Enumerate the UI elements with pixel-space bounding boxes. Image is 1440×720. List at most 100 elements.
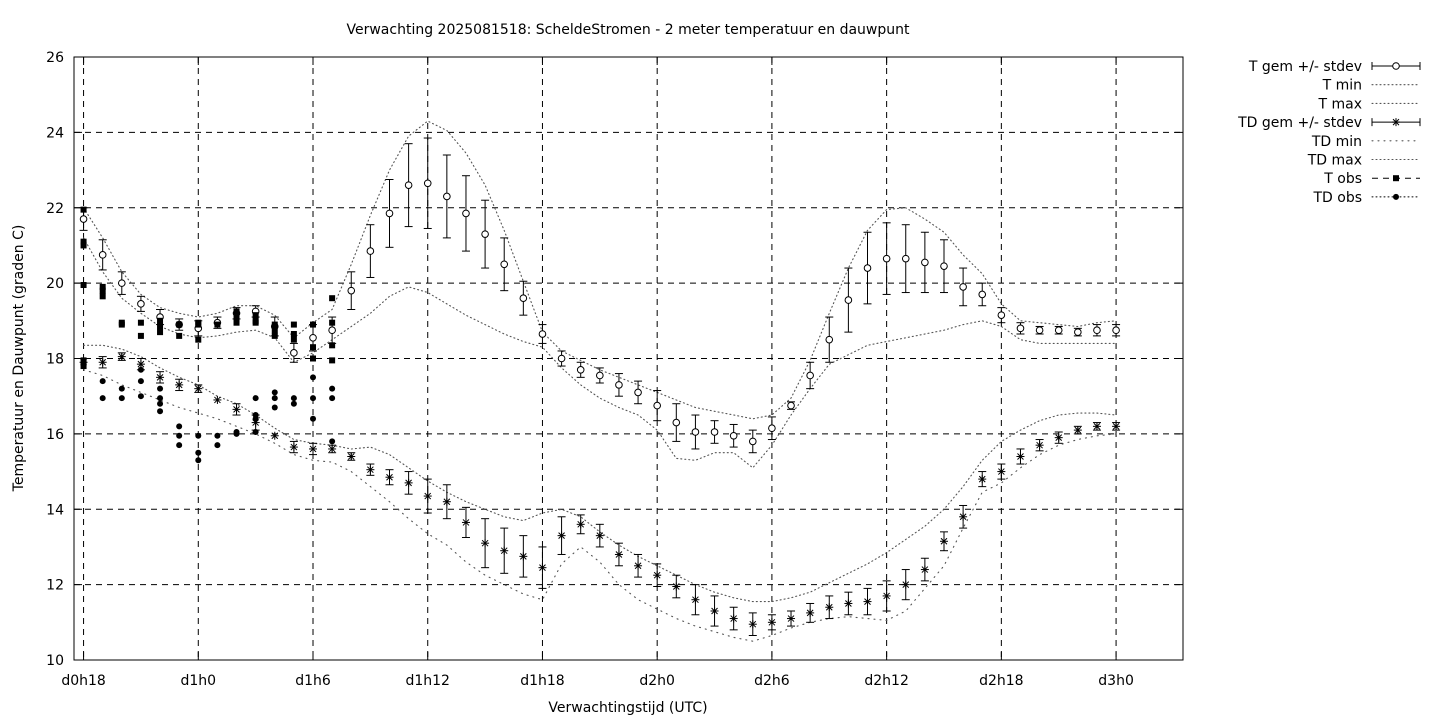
td-gem-point: [404, 478, 413, 487]
td-gem-point: [634, 561, 643, 570]
t-obs-point: [233, 314, 240, 321]
t-min-line: [83, 237, 1117, 469]
td-obs-point: [310, 415, 317, 422]
td-obs-point: [329, 438, 336, 445]
t-gem-point: [748, 437, 757, 446]
td-obs-point: [176, 423, 183, 430]
td-gem-point-stroke: [233, 406, 240, 413]
td-gem-point: [997, 467, 1006, 476]
t-gem-point: [347, 286, 356, 295]
t-obs-point: [118, 321, 125, 328]
legend-marker: [1393, 193, 1399, 200]
td-gem-point-stroke: [978, 475, 986, 483]
y-tick-label: 12: [46, 578, 64, 594]
td-gem-point-stroke: [634, 562, 642, 570]
t-gem-point: [634, 388, 642, 397]
t-obs-point: [310, 344, 317, 351]
x-tick-label: d2h0: [639, 673, 675, 689]
td-gem-point-stroke: [214, 396, 221, 404]
y-tick-label: 20: [46, 276, 64, 292]
td-gem-point: [653, 571, 662, 580]
td-gem-point-stroke: [290, 443, 298, 451]
x-tick-label: d1h6: [295, 673, 331, 689]
t-gem-point: [98, 251, 107, 259]
td-gem-point-stroke: [481, 539, 489, 547]
td-gem-point: [117, 352, 126, 361]
x-tick-label: d3h0: [1098, 673, 1134, 689]
td-obs-point: [157, 395, 164, 402]
legend-label: T obs: [1323, 171, 1362, 187]
t-obs-point: [233, 308, 240, 315]
td-gem-point: [557, 531, 566, 540]
t-gem-point: [691, 428, 700, 436]
td-gem-point-stroke: [596, 532, 604, 539]
t-obs-point: [290, 331, 297, 338]
td-gem-point-stroke: [367, 466, 374, 474]
td-obs-point: [252, 395, 259, 402]
td-gem-point: [347, 452, 356, 461]
t-gem-point: [844, 296, 853, 304]
t-gem-point: [79, 215, 88, 223]
td-obs-point: [329, 385, 336, 392]
td-gem-point-stroke: [194, 385, 202, 393]
t-gem-point: [328, 326, 336, 335]
td-obs-point: [271, 404, 278, 411]
t-gem-point: [404, 181, 413, 189]
td-gem-point: [442, 497, 451, 506]
td-gem-point-stroke: [940, 537, 948, 545]
td-gem-point-stroke: [1036, 441, 1043, 449]
x-tick-label: d2h6: [754, 673, 790, 689]
x-tick-label: d0h18: [61, 673, 105, 689]
t-gem-point: [1016, 324, 1025, 333]
td-gem-point-stroke: [845, 600, 852, 607]
t-obs-point: [329, 319, 336, 326]
x-tick-label: d2h18: [979, 673, 1023, 689]
td-obs-point: [99, 395, 106, 402]
legend: T gem +/- stdev T min T max TD gem +/- stde…: [1237, 59, 1421, 206]
td-gem-point: [1112, 422, 1121, 431]
t-gem-point: [863, 264, 872, 272]
t-obs-point: [214, 321, 221, 328]
td-obs-point: [252, 415, 259, 422]
td-obs-point: [137, 366, 144, 373]
td-obs-point: [137, 378, 144, 385]
td-gem-point: [328, 444, 337, 453]
t-gem-point: [576, 366, 585, 374]
td-obs-point: [329, 395, 336, 402]
t-obs-point: [99, 293, 106, 300]
t-obs-point: [157, 329, 164, 336]
y-tick-label: 18: [46, 352, 64, 368]
t-obs-point: [329, 295, 336, 302]
td-gem-point: [787, 614, 796, 623]
legend-label: T gem +/- stdev: [1248, 59, 1362, 75]
td-gem-point: [672, 582, 681, 591]
legend-label: TD obs: [1312, 190, 1362, 206]
y-tick-label: 22: [46, 201, 64, 217]
td-gem-point: [576, 520, 585, 529]
td-obs-point: [271, 395, 278, 402]
x-axis-label: Verwachtingstijd (UTC): [548, 700, 707, 716]
t-gem-point: [901, 254, 910, 263]
legend-label: TD max: [1307, 153, 1362, 169]
td-gem-point-stroke: [577, 520, 585, 528]
t-obs-point: [329, 342, 336, 349]
td-gem-point-stroke: [1093, 422, 1101, 430]
t-obs-point: [252, 312, 259, 319]
td-gem-point: [98, 358, 107, 367]
td-gem-point-stroke: [902, 581, 910, 588]
grid-lines: [74, 57, 1183, 660]
td-gem-point: [500, 546, 509, 555]
td-gem-point-stroke: [692, 596, 699, 604]
y-axis-label: Temperatuur en Dauwpunt (graden C): [11, 225, 27, 493]
t-obs-point: [233, 319, 240, 326]
t-obs-point: [310, 321, 317, 328]
td-gem-point-stroke: [825, 603, 833, 611]
td-gem-point-stroke: [1055, 434, 1063, 441]
td-gem-point: [423, 492, 432, 501]
legend-marker-stroke: [1392, 118, 1400, 126]
t-obs-point: [195, 321, 202, 328]
t-obs-point: [252, 319, 259, 326]
t-obs-point: [290, 336, 297, 343]
t-gem-point: [653, 401, 661, 410]
td-max-line: [83, 344, 1117, 603]
